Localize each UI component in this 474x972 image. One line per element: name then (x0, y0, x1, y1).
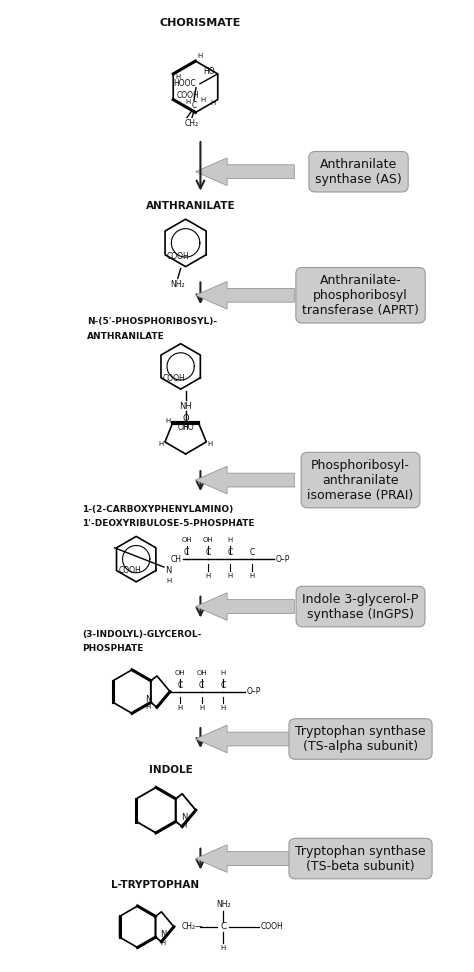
Polygon shape (195, 467, 294, 494)
Text: H: H (199, 706, 204, 712)
Text: COOH: COOH (163, 374, 186, 383)
Text: INDOLE: INDOLE (149, 765, 193, 775)
Text: OH: OH (196, 670, 207, 676)
Text: COOH: COOH (261, 922, 283, 931)
Polygon shape (195, 157, 294, 186)
Text: C: C (177, 680, 182, 689)
Text: H: H (221, 706, 226, 712)
Polygon shape (195, 593, 294, 620)
Polygon shape (195, 282, 294, 309)
Text: O–P: O–P (275, 555, 290, 564)
Text: H: H (185, 98, 190, 105)
Text: OH: OH (178, 423, 190, 432)
Text: N-(5'-PHOSPHORIBOSYL)-: N-(5'-PHOSPHORIBOSYL)- (87, 317, 217, 326)
Text: COOH: COOH (176, 91, 199, 100)
Text: H: H (220, 945, 226, 951)
Text: H: H (201, 96, 206, 103)
Text: H: H (165, 418, 171, 424)
Text: C: C (228, 548, 233, 557)
Text: CH: CH (171, 555, 182, 564)
Text: O–P: O–P (247, 687, 262, 696)
Text: C: C (220, 922, 227, 931)
Text: H: H (228, 538, 233, 543)
Text: OH: OH (203, 538, 214, 543)
Text: N: N (145, 695, 151, 704)
Text: ANTHRANILATE: ANTHRANILATE (87, 331, 164, 341)
Text: H: H (210, 99, 216, 106)
Text: NH₂: NH₂ (216, 900, 230, 909)
Text: OH: OH (174, 670, 185, 676)
Text: N: N (181, 813, 187, 821)
Polygon shape (195, 725, 294, 753)
Text: H: H (206, 573, 211, 579)
Text: Anthranilate
synthase (AS): Anthranilate synthase (AS) (315, 157, 402, 186)
Text: H: H (182, 822, 187, 828)
Text: H: H (208, 441, 213, 447)
Text: H: H (158, 441, 164, 447)
Text: H: H (166, 578, 172, 584)
Text: Indole 3-glycerol-P
synthase (InGPS): Indole 3-glycerol-P synthase (InGPS) (302, 593, 419, 620)
Text: COOH: COOH (167, 252, 190, 261)
Text: 1'-DEOXYRIBULOSE-5-PHOSPHATE: 1'-DEOXYRIBULOSE-5-PHOSPHATE (82, 519, 255, 528)
Text: H: H (161, 940, 166, 946)
Text: H: H (146, 705, 151, 711)
Text: O: O (182, 414, 189, 423)
Text: HO: HO (203, 67, 215, 77)
Text: C: C (184, 548, 189, 557)
Text: C: C (191, 101, 197, 110)
Text: N: N (165, 567, 172, 575)
Text: C: C (199, 680, 204, 689)
Text: H: H (228, 573, 233, 579)
Text: L-TRYPTOPHAN: L-TRYPTOPHAN (111, 881, 200, 890)
Text: NH: NH (179, 402, 192, 411)
Text: (3-INDOLYL)-GLYCEROL-: (3-INDOLYL)-GLYCEROL- (82, 630, 201, 640)
Text: Anthranilate-
phosphoribosyl
transferase (APRT): Anthranilate- phosphoribosyl transferase… (302, 274, 419, 317)
Text: OH: OH (181, 538, 192, 543)
Text: H: H (249, 573, 255, 579)
Text: H: H (177, 706, 182, 712)
Polygon shape (195, 845, 294, 873)
Text: C: C (249, 548, 255, 557)
Text: HO: HO (182, 423, 193, 432)
Text: N: N (160, 930, 166, 939)
Text: CH₂: CH₂ (185, 119, 199, 127)
Text: C: C (206, 548, 211, 557)
Text: H: H (175, 74, 181, 80)
Text: COOH: COOH (118, 566, 141, 575)
Text: H: H (198, 53, 203, 59)
Text: ANTHRANILATE: ANTHRANILATE (146, 201, 236, 211)
Text: 1-(2-CARBOXYPHENYLAMINO): 1-(2-CARBOXYPHENYLAMINO) (82, 504, 233, 514)
Text: Tryptophan synthase
(TS-beta subunit): Tryptophan synthase (TS-beta subunit) (295, 845, 426, 873)
Text: C: C (221, 680, 226, 689)
Text: Tryptophan synthase
(TS-alpha subunit): Tryptophan synthase (TS-alpha subunit) (295, 725, 426, 753)
Text: CH₂—: CH₂— (182, 922, 203, 931)
Text: NH₂: NH₂ (170, 281, 185, 290)
Text: H: H (221, 670, 226, 676)
Text: PHOSPHATE: PHOSPHATE (82, 644, 143, 653)
Text: CHORISMATE: CHORISMATE (160, 17, 241, 27)
Text: HOOC: HOOC (173, 80, 196, 88)
Text: Phosphoribosyl-
anthranilate
isomerase (PRAI): Phosphoribosyl- anthranilate isomerase (… (308, 459, 414, 502)
